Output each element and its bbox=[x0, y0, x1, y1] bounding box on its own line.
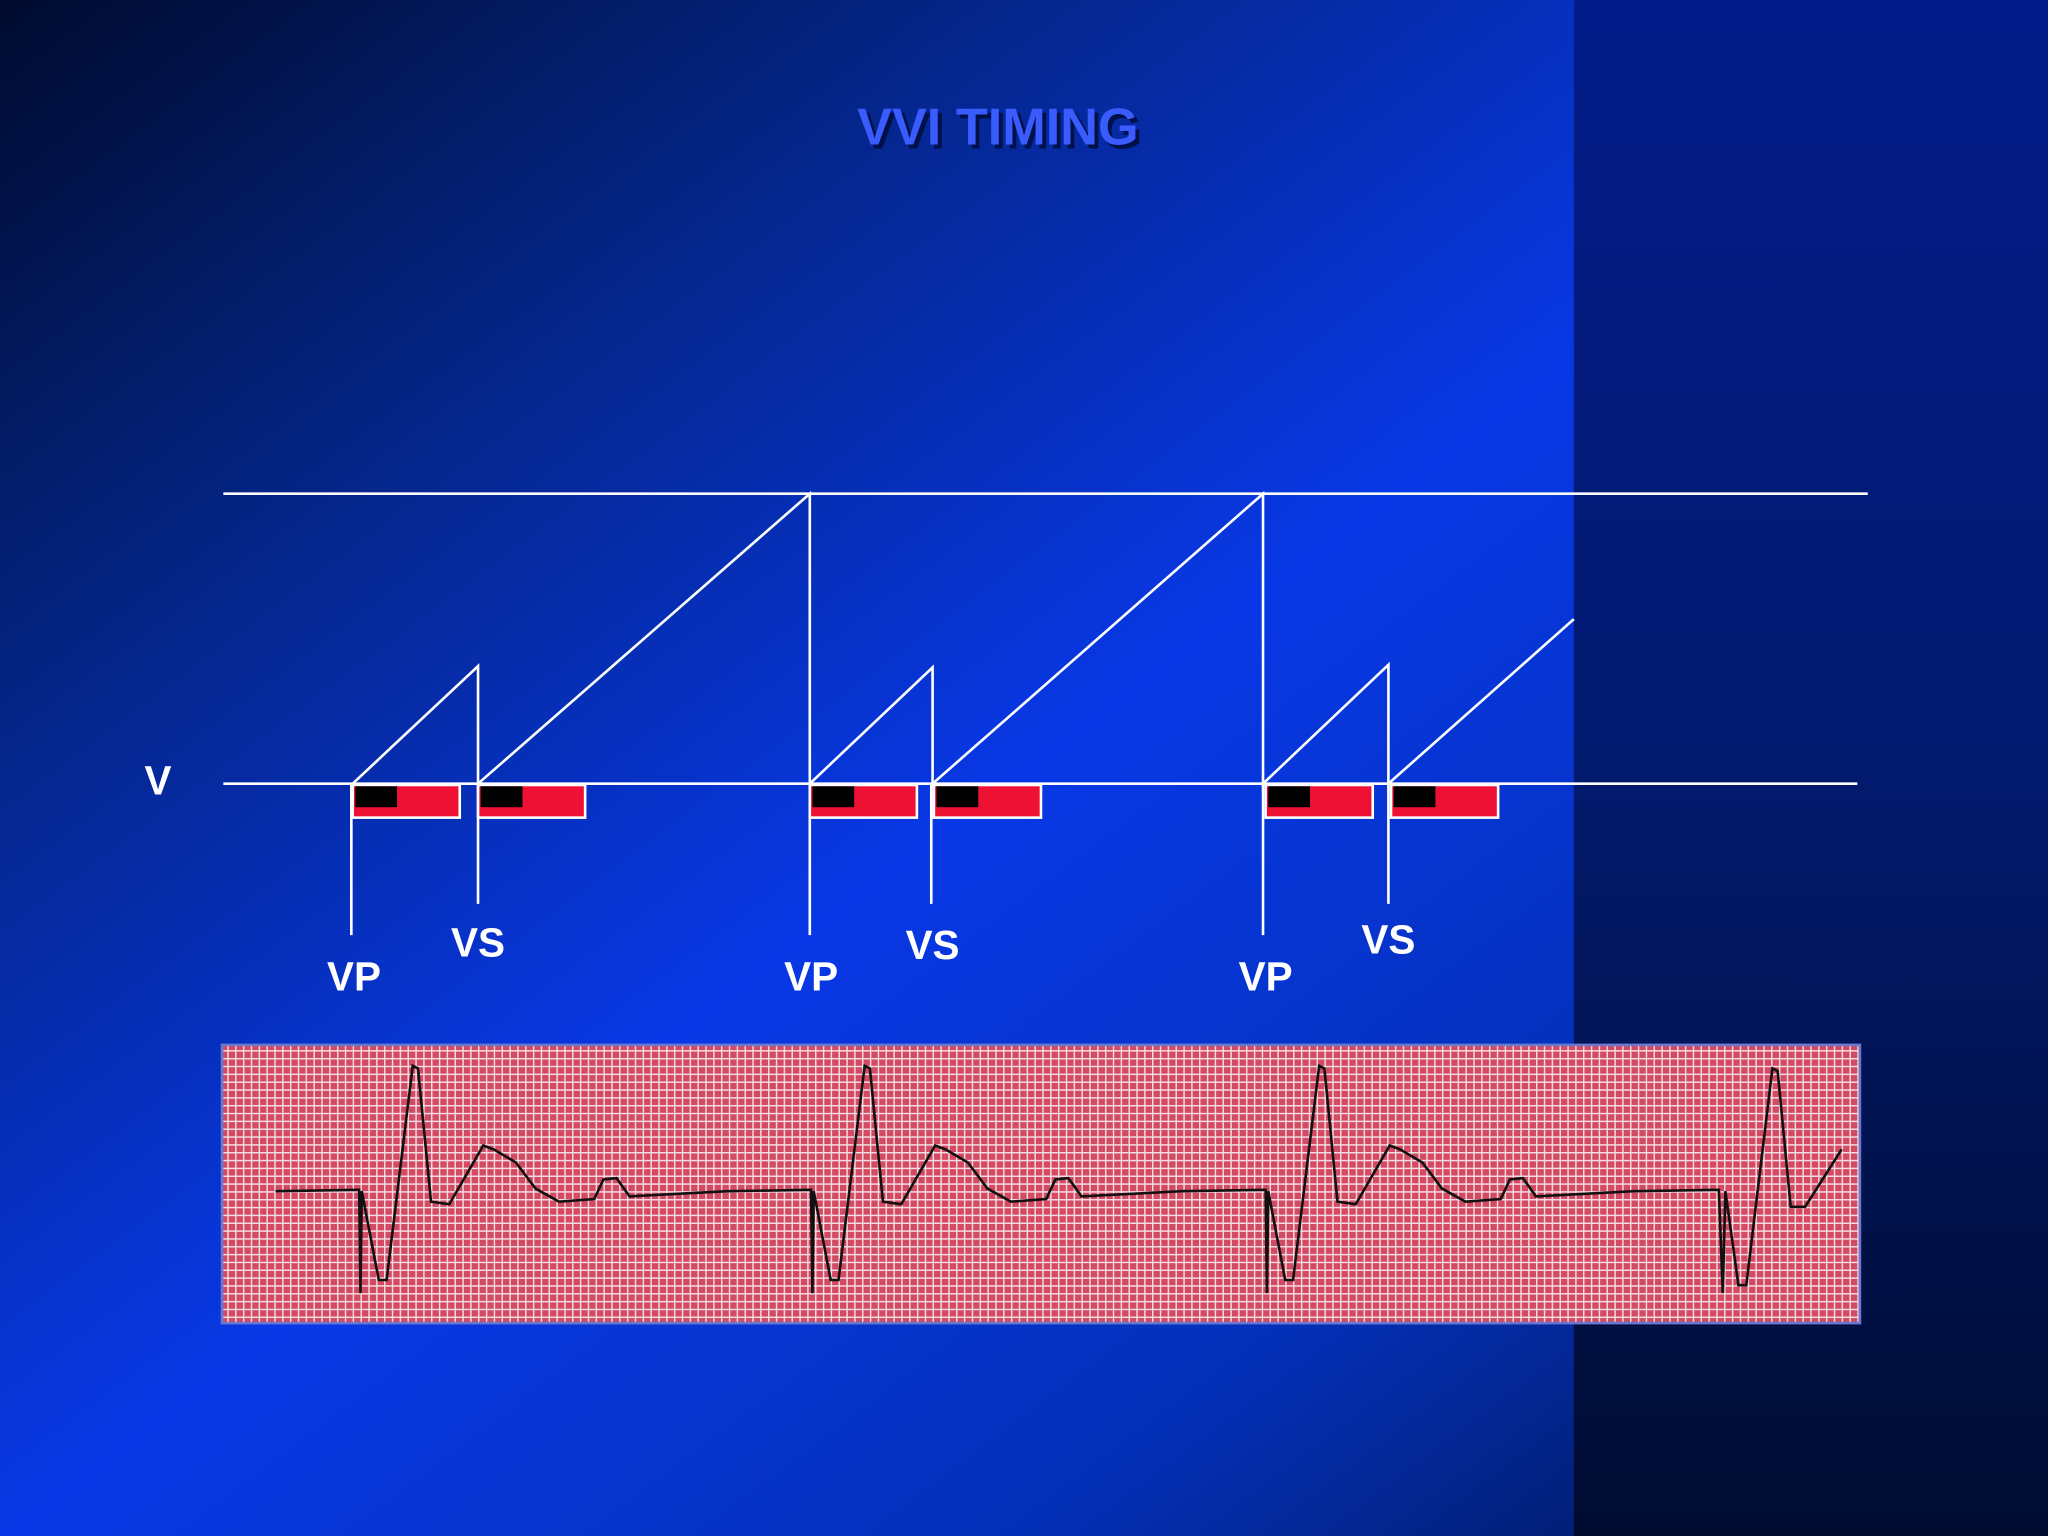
event-label: VS bbox=[451, 919, 505, 965]
blanking-box bbox=[1268, 786, 1311, 808]
event-label: VS bbox=[1361, 917, 1415, 963]
timer-ramp bbox=[351, 490, 1575, 787]
blanking-box bbox=[1393, 786, 1436, 808]
ecg-strip bbox=[220, 1043, 1862, 1325]
blanking-box bbox=[480, 786, 523, 808]
refractory-boxes bbox=[351, 783, 1500, 819]
title-shadow: VVI TIMING bbox=[861, 102, 1143, 160]
event-labels: VP VS VP VS VP VS bbox=[327, 917, 1415, 1000]
channel-label: V bbox=[145, 757, 172, 803]
event-label: VP bbox=[784, 953, 838, 999]
blanking-box bbox=[812, 786, 855, 808]
event-label: VS bbox=[906, 922, 960, 968]
event-label: VP bbox=[1239, 953, 1293, 999]
ecg-trace bbox=[275, 1063, 1843, 1294]
blanking-box bbox=[936, 786, 979, 808]
event-label: VP bbox=[327, 953, 381, 999]
blanking-box bbox=[355, 786, 398, 808]
title: VVI TIMING bbox=[857, 98, 1139, 156]
